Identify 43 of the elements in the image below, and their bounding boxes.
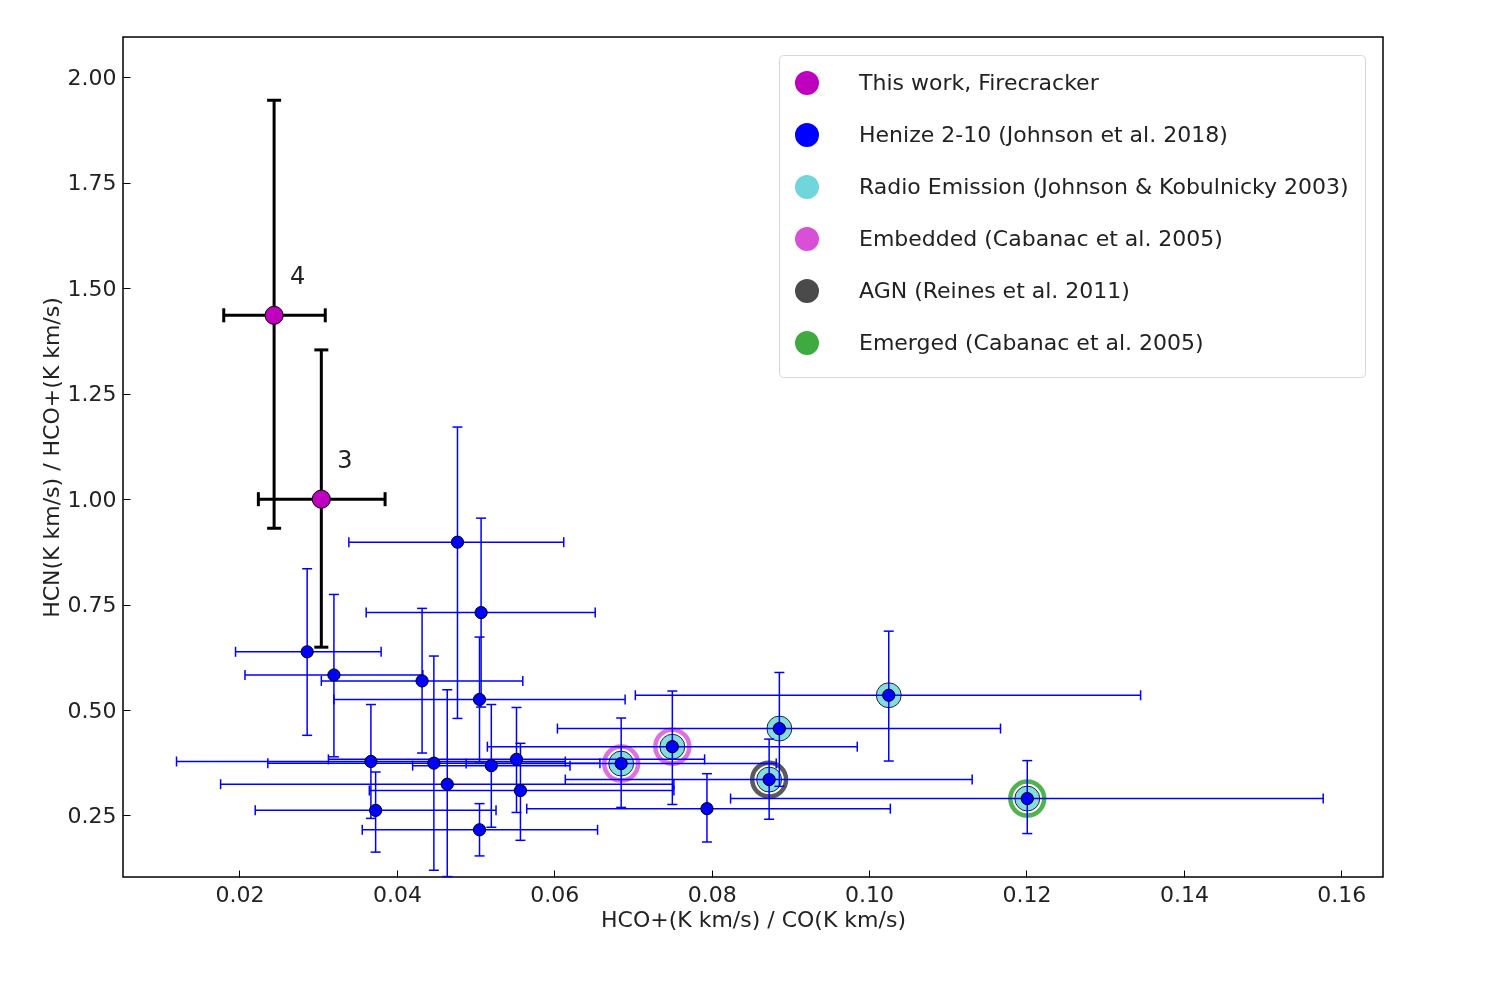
point: [300, 645, 314, 659]
point: [311, 489, 331, 509]
annotation: 4: [290, 262, 306, 291]
point: [440, 777, 454, 791]
y-tick-label: 1.75: [67, 170, 117, 196]
point: [364, 754, 378, 769]
point: [415, 674, 429, 688]
point: [472, 823, 487, 837]
point: [427, 756, 441, 770]
y-tick-label: 0.25: [67, 802, 117, 828]
point: [700, 802, 714, 816]
point: [513, 783, 528, 798]
y-tick-label: 1.00: [67, 486, 117, 512]
y-tick-label: 1.25: [67, 381, 117, 407]
x-tick-label: 0.04: [372, 881, 422, 907]
point: [450, 535, 465, 549]
x-tick-label: 0.02: [215, 881, 265, 907]
x-tick-label: 0.14: [1159, 881, 1209, 907]
point: [474, 605, 488, 620]
y-tick-label: 0.75: [67, 592, 117, 618]
y-tick-label: 2.00: [67, 64, 117, 90]
legend-label: Radio Emission (Johnson & Kobulnicky 2003): [859, 174, 1349, 199]
y-tick-label: 1.50: [67, 275, 117, 301]
x-tick-label: 0.16: [1317, 881, 1367, 907]
x-tick-label: 0.08: [687, 881, 737, 907]
point: [1008, 779, 1047, 818]
legend-label: Henize 2-10 (Johnson et al. 2018): [859, 122, 1228, 147]
point: [264, 305, 284, 325]
x-tick-label: 0.10: [845, 881, 895, 907]
y-axis-title: HCN(K km/s) / HCO+(K km/s): [38, 297, 64, 618]
point: [509, 752, 524, 766]
point: [484, 759, 498, 773]
x-tick-label: 0.12: [1002, 881, 1052, 907]
legend-label: Emerged (Cabanac et al. 2005): [859, 330, 1204, 355]
point: [327, 668, 341, 682]
x-tick-label: 0.06: [530, 881, 580, 907]
legend-label: AGN (Reines et al. 2011): [859, 278, 1130, 303]
point: [369, 803, 383, 817]
y-tick-label: 0.50: [67, 697, 117, 723]
legend-label: Embedded (Cabanac et al. 2005): [859, 226, 1223, 251]
annotation: 3: [337, 446, 353, 475]
x-axis-title: HCO+(K km/s) / CO(K km/s): [601, 906, 906, 932]
legend-label: This work, Firecracker: [858, 70, 1100, 95]
